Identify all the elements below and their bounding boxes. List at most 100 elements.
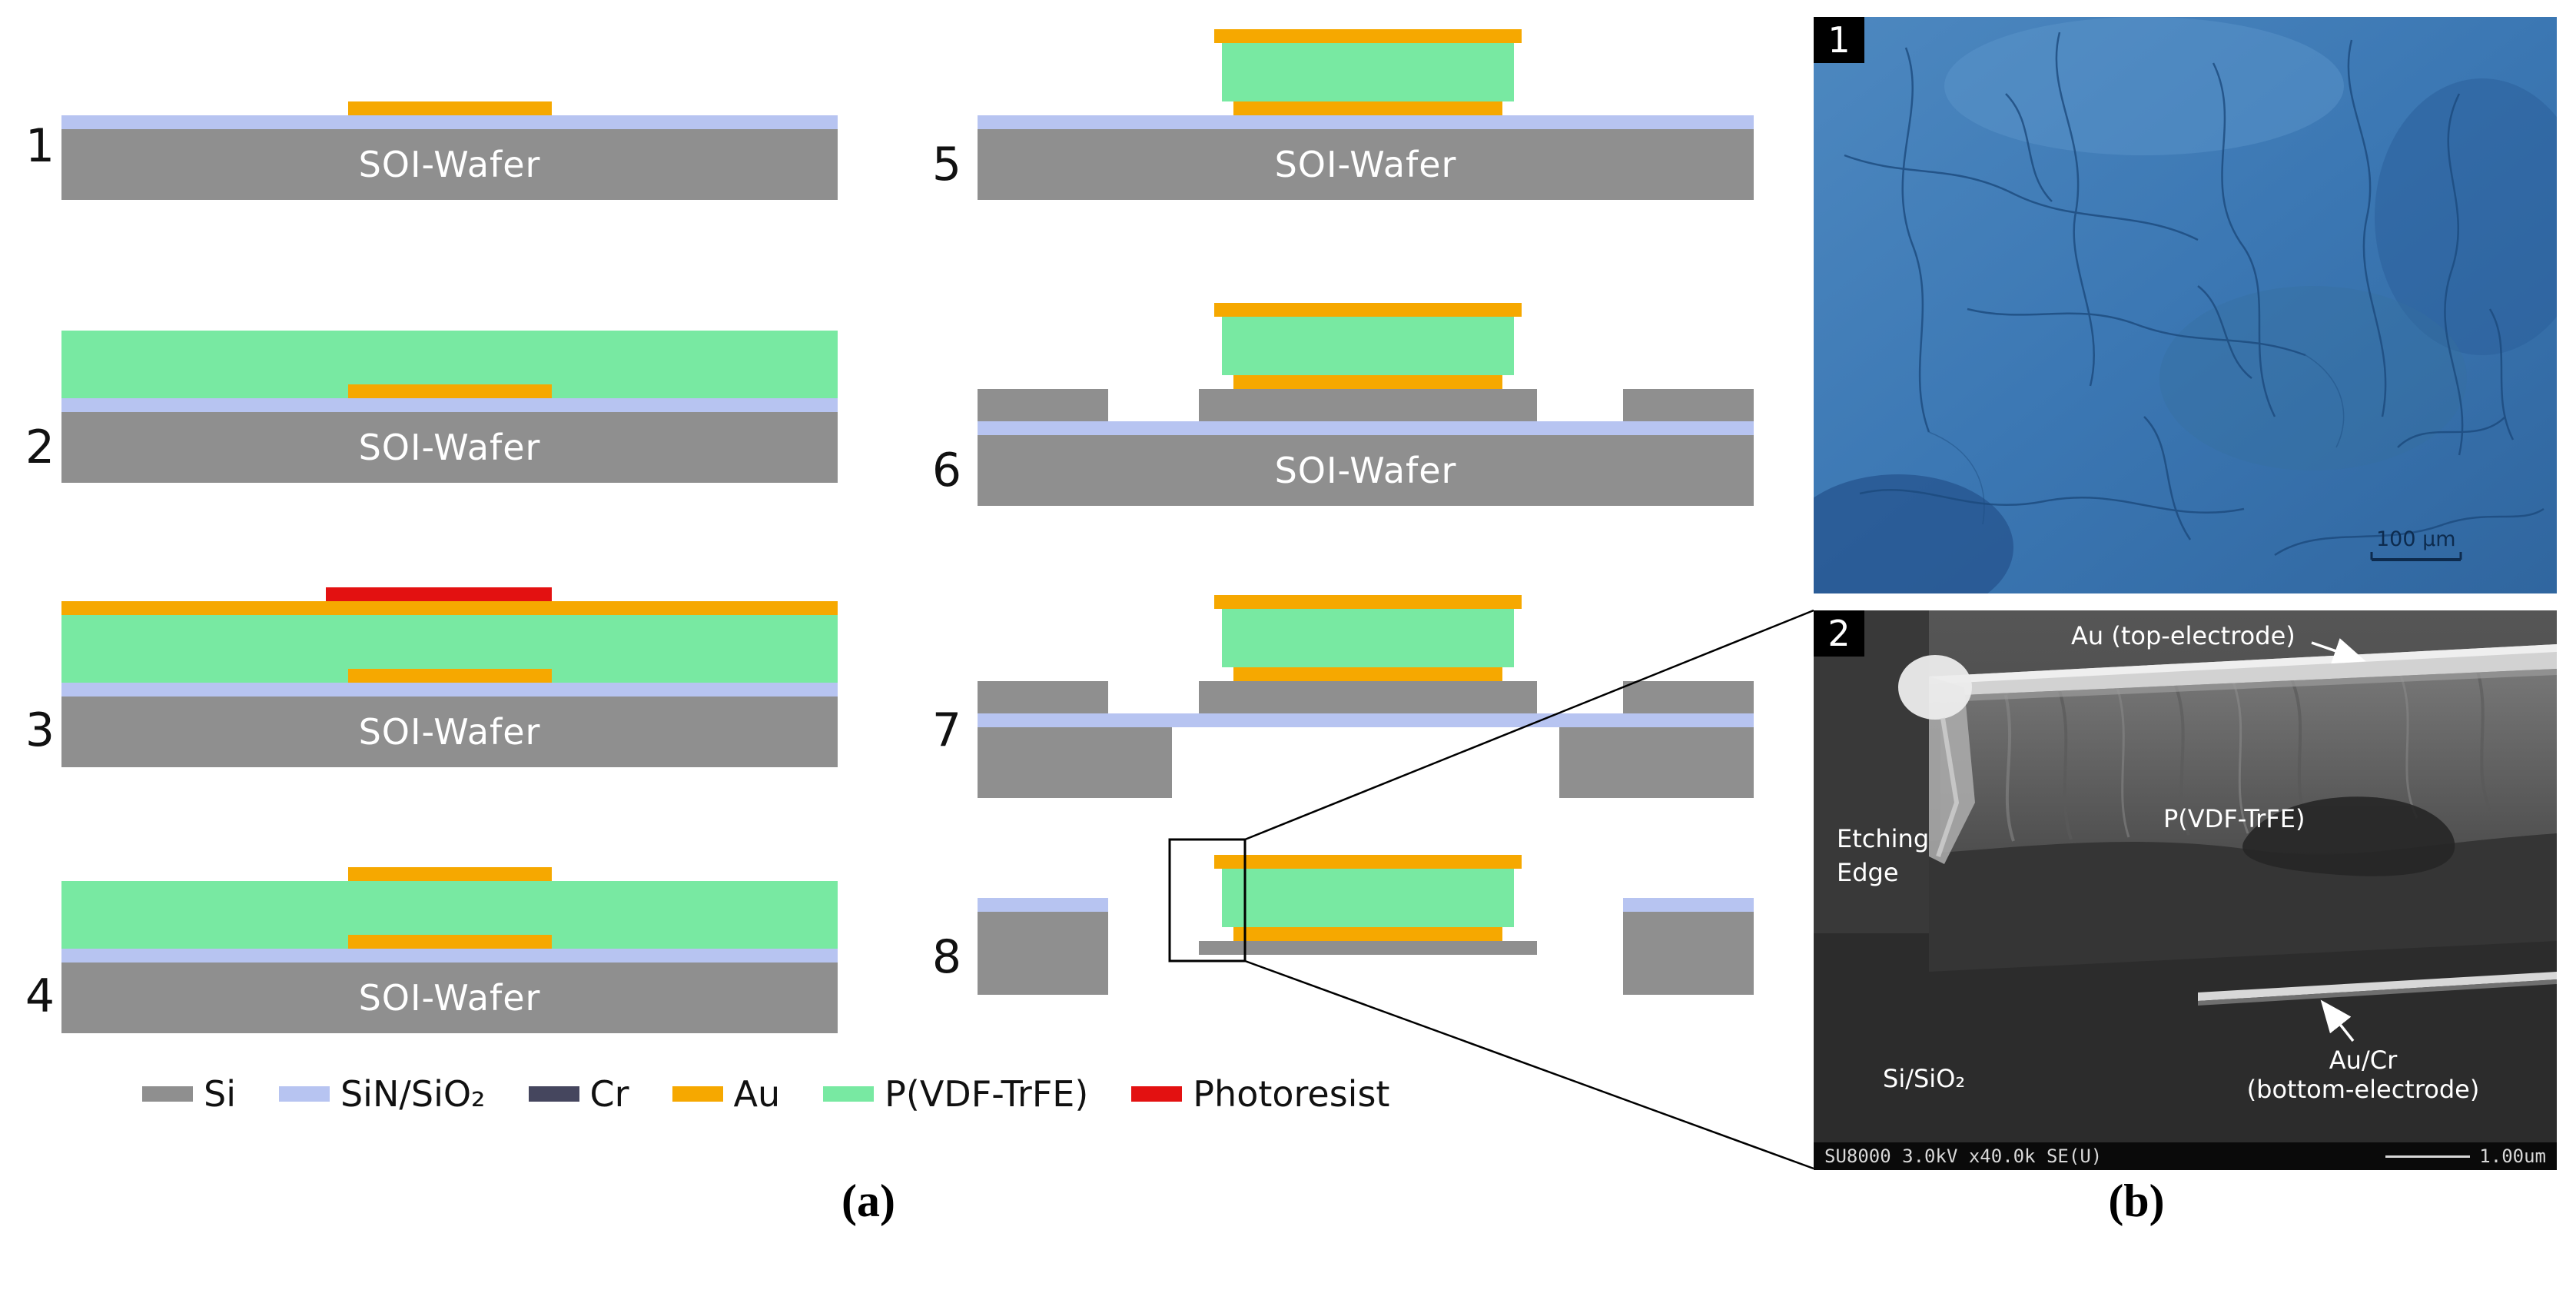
legend-label-sin-sio2: SiN/SiO₂ [340,1073,486,1115]
step-3-wafer-label: SOI-Wafer [358,711,541,753]
sem-etching-edge [1898,655,1975,864]
step-5-wafer-label: SOI-Wafer [1274,144,1457,185]
step-5-number: 5 [931,138,962,191]
legend-item-pvdf: P(VDF-TrFE) [823,1073,1088,1115]
legend-label-si: Si [204,1073,236,1115]
step-7-number: 7 [931,703,962,757]
step-6-si-block-left [978,389,1108,421]
step-6-au-bottom-electrode [1233,375,1502,389]
legend-item-au: Au [672,1073,781,1115]
step-6-number: 6 [931,444,962,497]
step-7-handle-left [978,727,1172,798]
step-5-oxide-layer [978,115,1754,129]
step-4-au-bottom-electrode [348,935,552,949]
step-2-number: 2 [25,421,55,474]
sem-scale-line [2385,1155,2471,1158]
step-3-oxide-layer [61,683,838,697]
step-2-wafer-label: SOI-Wafer [358,427,541,468]
step-7-oxide-membrane [978,713,1754,727]
sem-annotation-etching-line2: Edge [1837,858,1899,887]
step-5-pvdf-stack [1222,43,1514,101]
sem-annotation-bottom-electrode: Au/Cr (bottom-electrode) [2232,1046,2494,1105]
sem-annotation-polymer: P(VDF-TrFE) [2163,804,2305,833]
step-8-pvdf-stack [1222,869,1514,927]
optical-micrograph-art [1814,17,2557,593]
step-1-oxide-layer [61,115,838,129]
step-7-si-block-right [1623,681,1754,713]
optical-scale-bar-line [2370,552,2462,561]
step-1-wafer-label: SOI-Wafer [358,144,541,185]
step-6-si-block-right [1623,389,1754,421]
step-7-au-top-electrode [1214,595,1522,609]
au-swatch [672,1086,723,1102]
step-6-au-top-electrode [1214,303,1522,317]
legend-item-photoresist: Photoresist [1131,1073,1389,1115]
step-1-number: 1 [25,119,55,173]
legend-label-cr: Cr [589,1073,629,1115]
caption-b: (b) [2108,1175,2165,1226]
optical-scale-bar-label: 100 μm [2376,527,2456,551]
sem-substrate-region [1814,933,2557,1142]
step-6-si-pedestal [1199,389,1537,421]
step-7-si-pedestal [1199,681,1537,713]
sem-index-badge: 2 [1814,610,1864,657]
step-8-si-left [978,912,1108,995]
legend-item-cr: Cr [528,1073,629,1115]
crack-pattern [1844,32,2544,557]
step-8-si-membrane [1199,941,1537,955]
sem-micrograph-art [1814,610,2557,1142]
step-3-au-bottom-electrode [348,669,552,683]
cr-swatch [528,1086,579,1102]
sem-annotation-arrows [2311,638,2366,1042]
step-4-soi-wafer: SOI-Wafer [61,963,838,1033]
step-2-soi-wafer: SOI-Wafer [61,412,838,483]
step-4-number: 4 [25,969,55,1023]
step-4-wafer-label: SOI-Wafer [358,977,541,1019]
sem-annotation-substrate: Si/SiO₂ [1883,1064,1966,1093]
step-7-pvdf-stack [1222,609,1514,667]
step-6-soi-wafer: SOI-Wafer [978,435,1754,506]
caption-a: (a) [842,1175,895,1226]
legend-label-pvdf: P(VDF-TrFE) [885,1073,1089,1115]
step-7-au-bottom-electrode [1233,667,1502,681]
step-7-si-block-left [978,681,1108,713]
legend-label-au: Au [733,1073,781,1115]
step-1-au-bottom-electrode [348,101,552,115]
step-8-oxide-right [1623,898,1754,912]
sem-annotation-bottom-electrode-line2: (bottom-electrode) [2246,1075,2480,1105]
materials-legend: Si SiN/SiO₂ Cr Au P(VDF-TrFE) Photoresis… [142,1073,1389,1115]
step-3-number: 3 [25,703,55,757]
step-8-au-top-electrode [1214,855,1522,869]
step-1-soi-wafer: SOI-Wafer [61,129,838,200]
step-8-au-bottom-electrode [1233,927,1502,941]
step-6-wafer-label: SOI-Wafer [1274,450,1457,491]
photoresist-swatch [1131,1086,1183,1102]
sem-annotation-bottom-electrode-line1: Au/Cr [2329,1046,2398,1075]
step-6-oxide-layer [978,421,1754,435]
step-3-au-film [61,601,838,615]
step-8-si-right [1623,912,1754,995]
step-5-au-bottom-electrode [1233,101,1502,115]
sem-status-right-group: 1.00um [2385,1145,2546,1167]
si-swatch [142,1086,193,1102]
sem-top-electrode-band [1929,644,2557,703]
sin-sio2-swatch [278,1086,330,1102]
step-8-oxide-left [978,898,1108,912]
step-5-soi-wafer: SOI-Wafer [978,129,1754,200]
sem-micrograph: 2 Au (top-electrode) P(VDF-TrFE) Etching… [1814,610,2557,1170]
sem-annotation-etching-line1: Etching [1837,824,1930,853]
step-3-photoresist [326,587,552,601]
step-8-number: 8 [931,930,962,984]
step-5-au-top-electrode [1214,29,1522,43]
step-3-soi-wafer: SOI-Wafer [61,697,838,767]
sem-status-bar: SU8000 3.0kV x40.0k SE(U) 1.00um [1814,1142,2557,1170]
sem-status-left: SU8000 3.0kV x40.0k SE(U) [1824,1145,2103,1167]
legend-item-si: Si [142,1073,236,1115]
step-7-handle-right [1559,727,1754,798]
step-4-au-top-electrode [348,867,552,881]
pvdf-swatch [823,1086,875,1102]
sem-cavity [2242,796,2455,876]
optical-index-badge: 1 [1814,17,1864,63]
optical-micrograph: 1 100 μm [1814,17,2557,593]
